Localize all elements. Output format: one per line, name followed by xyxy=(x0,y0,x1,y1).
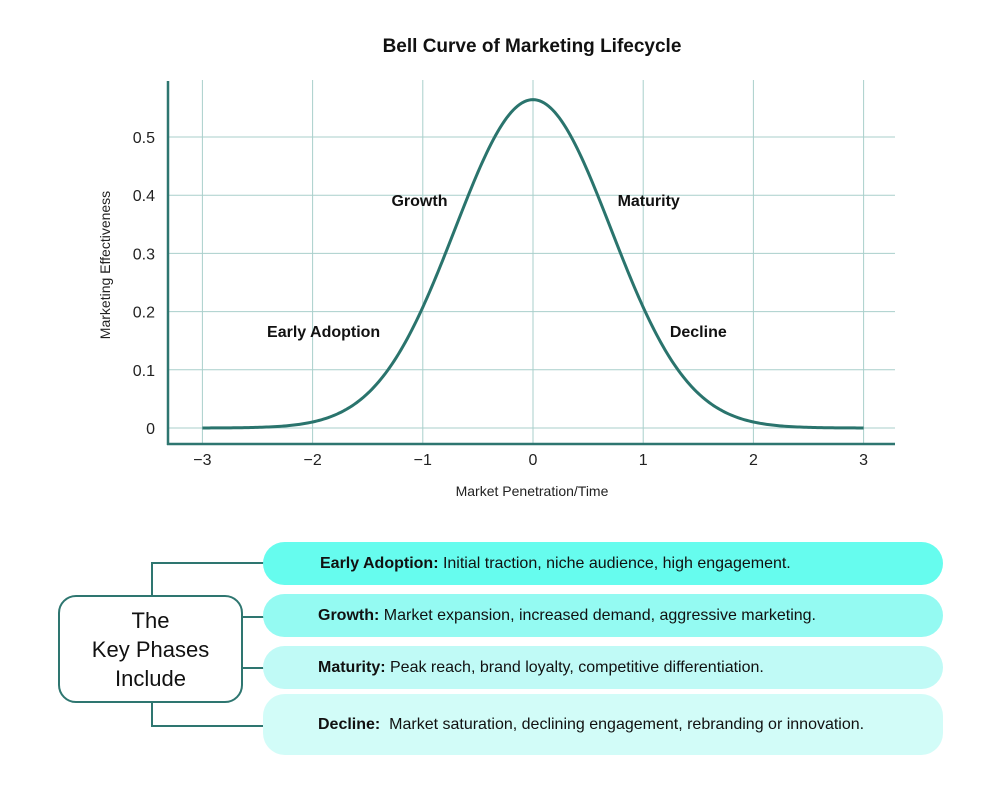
phase-description: Market expansion, increased demand, aggr… xyxy=(379,606,816,624)
annotation-maturity: Maturity xyxy=(618,193,680,210)
y-tick-label: 0.1 xyxy=(133,363,155,380)
phase-pill-growth: Growth: Market expansion, increased dema… xyxy=(263,594,943,637)
annotation-early-adoption: Early Adoption xyxy=(267,324,380,341)
phase-pill-maturity: Maturity: Peak reach, brand loyalty, com… xyxy=(263,646,943,689)
phase-name: Decline: xyxy=(318,716,381,733)
key-phases-line-2: Key Phases xyxy=(91,636,210,662)
chart-title: Bell Curve of Marketing Lifecycle xyxy=(382,36,682,57)
phase-name: Growth: xyxy=(318,606,380,624)
x-tick-label: 2 xyxy=(749,452,758,469)
key-phases-line-1: The xyxy=(131,607,170,633)
phase-description: Peak reach, brand loyalty, competitive d… xyxy=(385,658,764,676)
axes xyxy=(166,81,895,446)
annotation-decline: Decline xyxy=(670,324,727,341)
x-tick-label: −1 xyxy=(414,452,432,469)
connector-decline-horizontal xyxy=(151,725,265,727)
connector-maturity xyxy=(241,667,265,669)
key-phases-line-3: Include xyxy=(115,665,186,691)
y-tick-label: 0.5 xyxy=(133,130,155,147)
y-axis-label: Marketing Effectiveness xyxy=(97,191,113,339)
phase-name: Early Adoption: xyxy=(320,554,439,572)
y-tick-label: 0.3 xyxy=(133,246,155,263)
y-axis-ticks: 0 0.1 0.2 0.3 0.4 0.5 xyxy=(133,130,155,438)
phase-pill-early-adoption: Early Adoption: Initial traction, niche … xyxy=(263,542,943,585)
key-phases-box: The Key Phases Include xyxy=(58,595,243,703)
connector-early-adoption-horizontal xyxy=(151,562,265,564)
connector-growth xyxy=(241,616,265,618)
x-tick-label: 3 xyxy=(859,452,868,469)
phase-description: Initial traction, niche audience, high e… xyxy=(438,554,791,572)
x-axis-label: Market Penetration/Time xyxy=(456,483,609,499)
x-tick-label: −2 xyxy=(303,452,321,469)
bell-curve-chart: −3 −2 −1 0 1 2 3 0 0.1 0.2 0.3 0.4 0.5 Market Penet… xyxy=(97,80,895,499)
x-tick-label: −3 xyxy=(193,452,211,469)
grid-lines xyxy=(168,80,895,444)
phase-description: Market saturation, declining engagement,… xyxy=(380,716,865,733)
connector-decline-vertical xyxy=(151,701,153,727)
annotation-growth: Growth xyxy=(391,193,447,210)
phase-name: Maturity: xyxy=(318,658,386,676)
y-tick-label: 0.4 xyxy=(133,188,155,205)
y-tick-label: 0.2 xyxy=(133,305,155,322)
connector-early-adoption-vertical xyxy=(151,562,153,596)
bell-curve-line xyxy=(202,98,864,430)
y-tick-label: 0 xyxy=(146,421,155,438)
phase-annotations: Early Adoption Growth Maturity Decline xyxy=(267,193,727,341)
x-axis-ticks: −3 −2 −1 0 1 2 3 xyxy=(193,452,868,469)
phase-pill-decline: Decline: Market saturation, declining en… xyxy=(263,694,943,755)
x-tick-label: 1 xyxy=(639,452,648,469)
x-tick-label: 0 xyxy=(529,452,538,469)
